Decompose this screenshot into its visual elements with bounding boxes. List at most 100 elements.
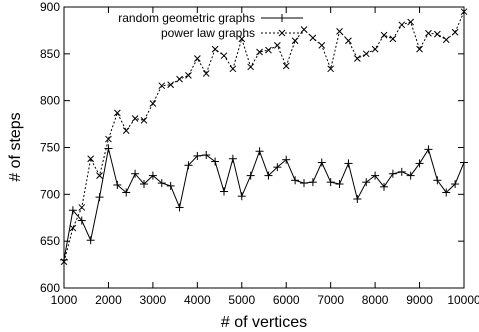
y-tick-label: 600 [40, 281, 60, 295]
legend-label-random-geometric: random geometric graphs [118, 11, 255, 25]
data-point-random-geometric-graphs [300, 179, 308, 188]
y-tick-label: 850 [40, 47, 60, 61]
data-point-random-geometric-graphs [460, 158, 468, 167]
data-point-power-law-graphs [158, 82, 166, 90]
data-point-random-geometric-graphs [246, 171, 255, 180]
data-point-random-geometric-graphs [308, 178, 317, 187]
data-point-random-geometric-graphs [255, 147, 264, 156]
data-point-random-geometric-graphs [415, 159, 424, 168]
y-tick-label: 700 [40, 187, 60, 201]
data-point-power-law-graphs [433, 30, 441, 38]
data-point-random-geometric-graphs [335, 180, 344, 189]
data-point-power-law-graphs [105, 135, 112, 143]
data-point-random-geometric-graphs [220, 187, 228, 196]
data-point-power-law-graphs [336, 27, 343, 35]
data-point-random-geometric-graphs [95, 193, 104, 202]
x-tick-label: 5000 [228, 293, 255, 307]
x-tick-label: 4000 [184, 293, 211, 307]
x-axis: 1000 2000 3000 4000 5000 6000 7000 8000 9000 1000… [51, 7, 479, 307]
series-random-geometric-graphs [60, 144, 468, 264]
data-point-power-law-graphs [60, 258, 68, 266]
data-point-power-law-graphs [309, 34, 317, 42]
x-tick-label: 7000 [317, 293, 344, 307]
data-point-random-geometric-graphs [157, 179, 166, 188]
data-point-random-geometric-graphs [202, 150, 211, 159]
data-point-random-geometric-graphs [86, 236, 95, 245]
data-point-random-geometric-graphs [211, 157, 220, 166]
data-point-random-geometric-graphs [371, 171, 380, 180]
y-tick-label: 650 [40, 234, 60, 248]
data-point-random-geometric-graphs [77, 216, 86, 225]
data-point-power-law-graphs [211, 45, 219, 53]
data-point-random-geometric-graphs [228, 154, 237, 163]
data-point-random-geometric-graphs [131, 169, 140, 178]
data-point-power-law-graphs [131, 115, 139, 122]
data-point-power-law-graphs [265, 46, 272, 54]
data-point-power-law-graphs [425, 29, 432, 37]
data-point-power-law-graphs [318, 42, 326, 49]
data-point-power-law-graphs [256, 48, 263, 56]
plot-frame [63, 6, 465, 289]
data-point-power-law-graphs [300, 26, 308, 33]
data-point-power-law-graphs [291, 37, 299, 45]
data-point-power-law-graphs [96, 172, 103, 179]
legend-label-power-law: power law graphs [161, 26, 255, 40]
data-point-power-law-graphs [273, 42, 281, 49]
data-point-power-law-graphs [451, 28, 459, 36]
data-point-power-law-graphs [371, 45, 379, 53]
data-point-random-geometric-graphs [282, 155, 291, 164]
x-tick-label: 3000 [140, 293, 167, 307]
data-point-power-law-graphs [122, 127, 130, 134]
data-point-random-geometric-graphs [122, 188, 131, 197]
data-point-random-geometric-graphs [406, 171, 415, 180]
y-tick-label: 800 [40, 94, 60, 108]
data-point-random-geometric-graphs [104, 144, 113, 153]
series-power-law-graphs [60, 8, 468, 266]
data-point-random-geometric-graphs [424, 145, 433, 154]
data-point-power-law-graphs [87, 155, 95, 163]
data-point-power-law-graphs [407, 18, 415, 26]
data-point-power-law-graphs [193, 55, 201, 62]
series-layer [60, 8, 468, 266]
data-point-random-geometric-graphs [237, 192, 246, 201]
data-point-power-law-graphs [282, 62, 290, 70]
data-point-random-geometric-graphs [264, 171, 273, 180]
data-point-random-geometric-graphs [326, 178, 335, 187]
data-point-power-law-graphs [362, 50, 370, 58]
data-point-random-geometric-graphs [344, 159, 353, 168]
data-point-random-geometric-graphs [68, 206, 77, 215]
data-point-power-law-graphs [229, 65, 237, 73]
data-point-power-law-graphs [149, 100, 157, 107]
data-point-power-law-graphs [353, 55, 361, 62]
data-point-random-geometric-graphs [433, 176, 442, 185]
data-point-power-law-graphs [460, 8, 468, 16]
data-point-random-geometric-graphs [380, 182, 388, 191]
x-axis-label: # of vertices [221, 314, 307, 331]
data-point-random-geometric-graphs [388, 169, 397, 178]
series-line-power-law-graphs [63, 11, 465, 262]
data-point-power-law-graphs [345, 37, 352, 45]
data-point-random-geometric-graphs [442, 188, 451, 197]
data-point-power-law-graphs [167, 81, 175, 89]
data-point-random-geometric-graphs [273, 163, 282, 172]
data-point-power-law-graphs [442, 36, 450, 44]
data-point-power-law-graphs [78, 204, 86, 211]
data-point-power-law-graphs [140, 116, 148, 124]
legend-marker-power-law [278, 29, 286, 37]
legend: random geometric graphs power law graphs [118, 11, 303, 40]
data-point-random-geometric-graphs [291, 176, 300, 185]
y-tick-label: 900 [40, 0, 60, 14]
data-point-power-law-graphs [69, 224, 77, 232]
data-point-power-law-graphs [398, 21, 406, 29]
y-tick-label: 750 [40, 141, 60, 155]
data-point-random-geometric-graphs [140, 180, 148, 189]
data-point-power-law-graphs [202, 70, 210, 77]
data-point-random-geometric-graphs [397, 167, 406, 176]
y-axis-label: # of steps [7, 112, 24, 181]
series-line-random-geometric-graphs [63, 148, 465, 260]
data-point-random-geometric-graphs [362, 178, 371, 187]
data-point-random-geometric-graphs [193, 151, 202, 160]
data-point-power-law-graphs [380, 31, 388, 39]
data-point-power-law-graphs [416, 45, 423, 53]
